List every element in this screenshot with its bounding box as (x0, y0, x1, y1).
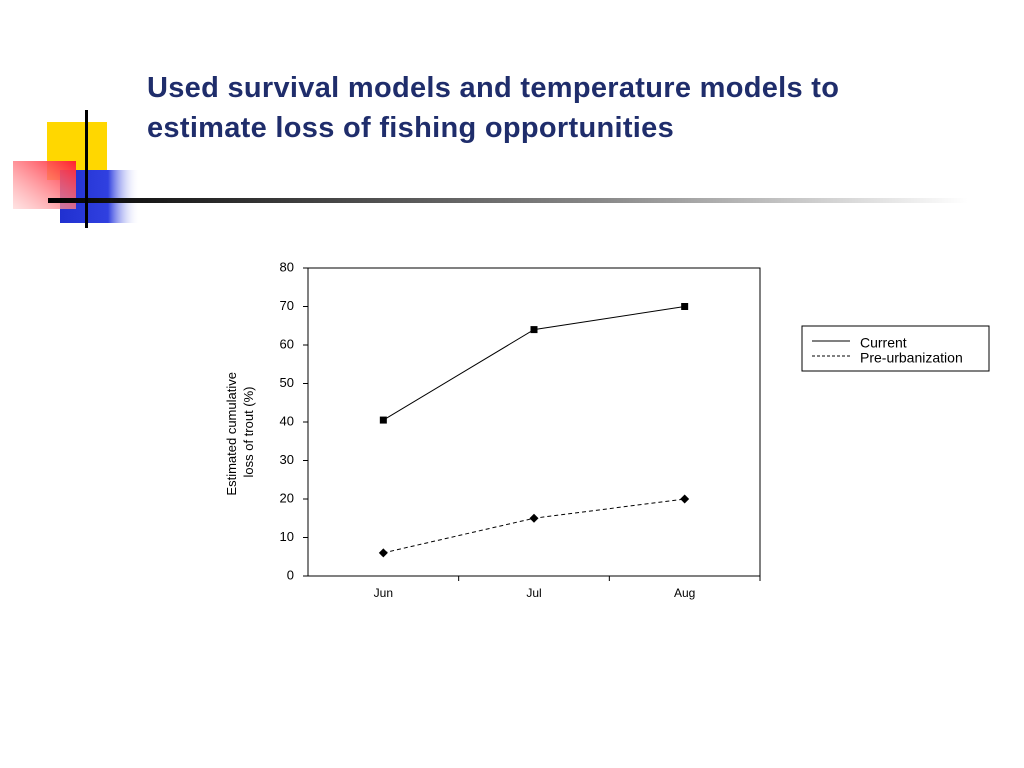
y-tick-label: 30 (280, 452, 294, 467)
x-tick-label: Aug (674, 586, 695, 600)
x-tick-label: Jul (526, 586, 541, 600)
y-tick-label: 40 (280, 413, 294, 428)
y-tick-label: 60 (280, 336, 294, 351)
y-tick-label: 70 (280, 298, 294, 313)
marker (379, 416, 387, 424)
plot-area (307, 267, 761, 577)
y-tick-label: 20 (280, 490, 294, 505)
series-line (383, 498, 685, 554)
marker (681, 303, 689, 310)
legend-label: Pre-urbanization (860, 350, 963, 366)
marker (530, 326, 538, 334)
y-tick-label: 80 (280, 259, 294, 274)
series-line (383, 306, 685, 421)
decoration (13, 110, 968, 228)
marker (529, 513, 539, 523)
slide-title: Used survival models and temperature mod… (147, 72, 840, 144)
y-tick-label: 0 (287, 567, 294, 582)
y-tick-label: 50 (280, 375, 294, 390)
legend-label: Current (860, 335, 907, 351)
legend (801, 325, 990, 372)
x-tick-label: Jun (374, 586, 393, 600)
y-tick-label: 10 (280, 529, 294, 544)
marker (378, 548, 388, 558)
y-axis-label: Estimated cumulative loss of trout (%) (224, 368, 256, 495)
marker (680, 494, 690, 504)
